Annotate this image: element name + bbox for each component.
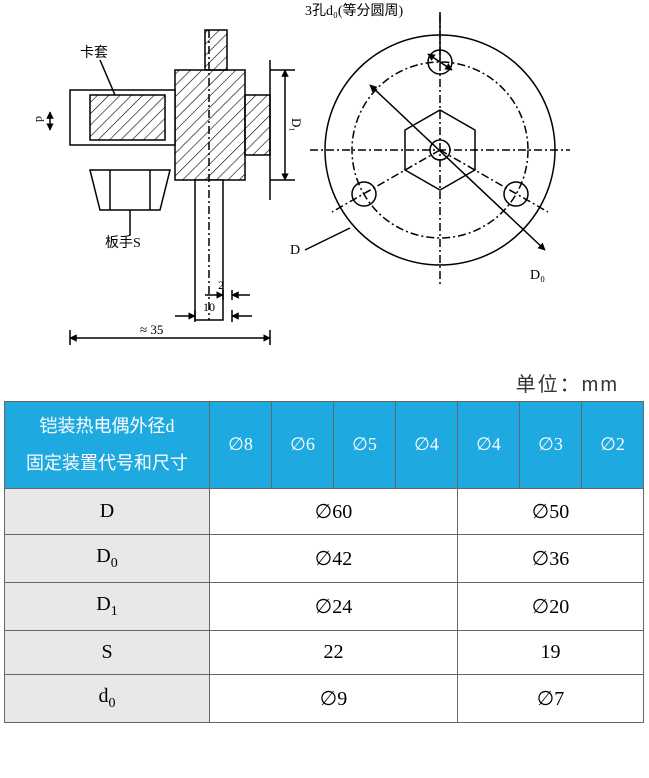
section-D1: D₁ [288,118,304,132]
col-d2: ∅2 [582,402,644,489]
technical-drawing: 3孔d₀(等分圆周) 卡套 板手S 2 10 ≈ 35 D₁ d D D₀ [0,0,649,360]
row-value-group2: ∅7 [458,674,644,722]
col-d4b: ∅4 [458,402,520,489]
top-hole-note: 3孔d₀(等分圆周) [305,0,403,20]
row-value-group2: ∅20 [458,582,644,630]
row-value-group1: ∅60 [210,488,458,534]
table-row: D∅60∅50 [5,488,644,534]
row-label: d0 [5,674,210,722]
table-row: D0∅42∅36 [5,534,644,582]
row-label: S [5,630,210,674]
dim-d: d [32,116,47,122]
col-d6: ∅6 [272,402,334,489]
flange-front-view [305,12,570,285]
row-value-group2: 19 [458,630,644,674]
row-label: D [5,488,210,534]
header-row2: 固定装置代号和尺寸 [11,449,203,478]
row-label: D1 [5,582,210,630]
row-value-group1: ∅9 [210,674,458,722]
dim-10: 10 [203,300,215,315]
row-label: D0 [5,534,210,582]
flange-D0-label: D₀ [530,268,545,284]
section-view [50,30,295,345]
sleeve-label: 卡套 [80,42,108,62]
table-row: S2219 [5,630,644,674]
flange-D-label: D [290,243,300,259]
col-d8: ∅8 [210,402,272,489]
dim-2: 2 [218,278,224,293]
row-value-group2: ∅50 [458,488,644,534]
row-value-group1: ∅24 [210,582,458,630]
wrench-label: 板手S [105,232,141,252]
header-row1: 铠装热电偶外径d [11,412,203,441]
row-value-group1: ∅42 [210,534,458,582]
dimension-table: 铠装热电偶外径d 固定装置代号和尺寸 ∅8 ∅6 ∅5 ∅4 ∅4 ∅3 ∅2 … [4,401,644,723]
row-value-group1: 22 [210,630,458,674]
dim-35: ≈ 35 [140,322,163,338]
col-d4a: ∅4 [396,402,458,489]
unit-label: 单位：mm [0,368,649,397]
col-d5: ∅5 [334,402,396,489]
row-value-group2: ∅36 [458,534,644,582]
table-row: D1∅24∅20 [5,582,644,630]
table-row: d0∅9∅7 [5,674,644,722]
col-d3: ∅3 [520,402,582,489]
